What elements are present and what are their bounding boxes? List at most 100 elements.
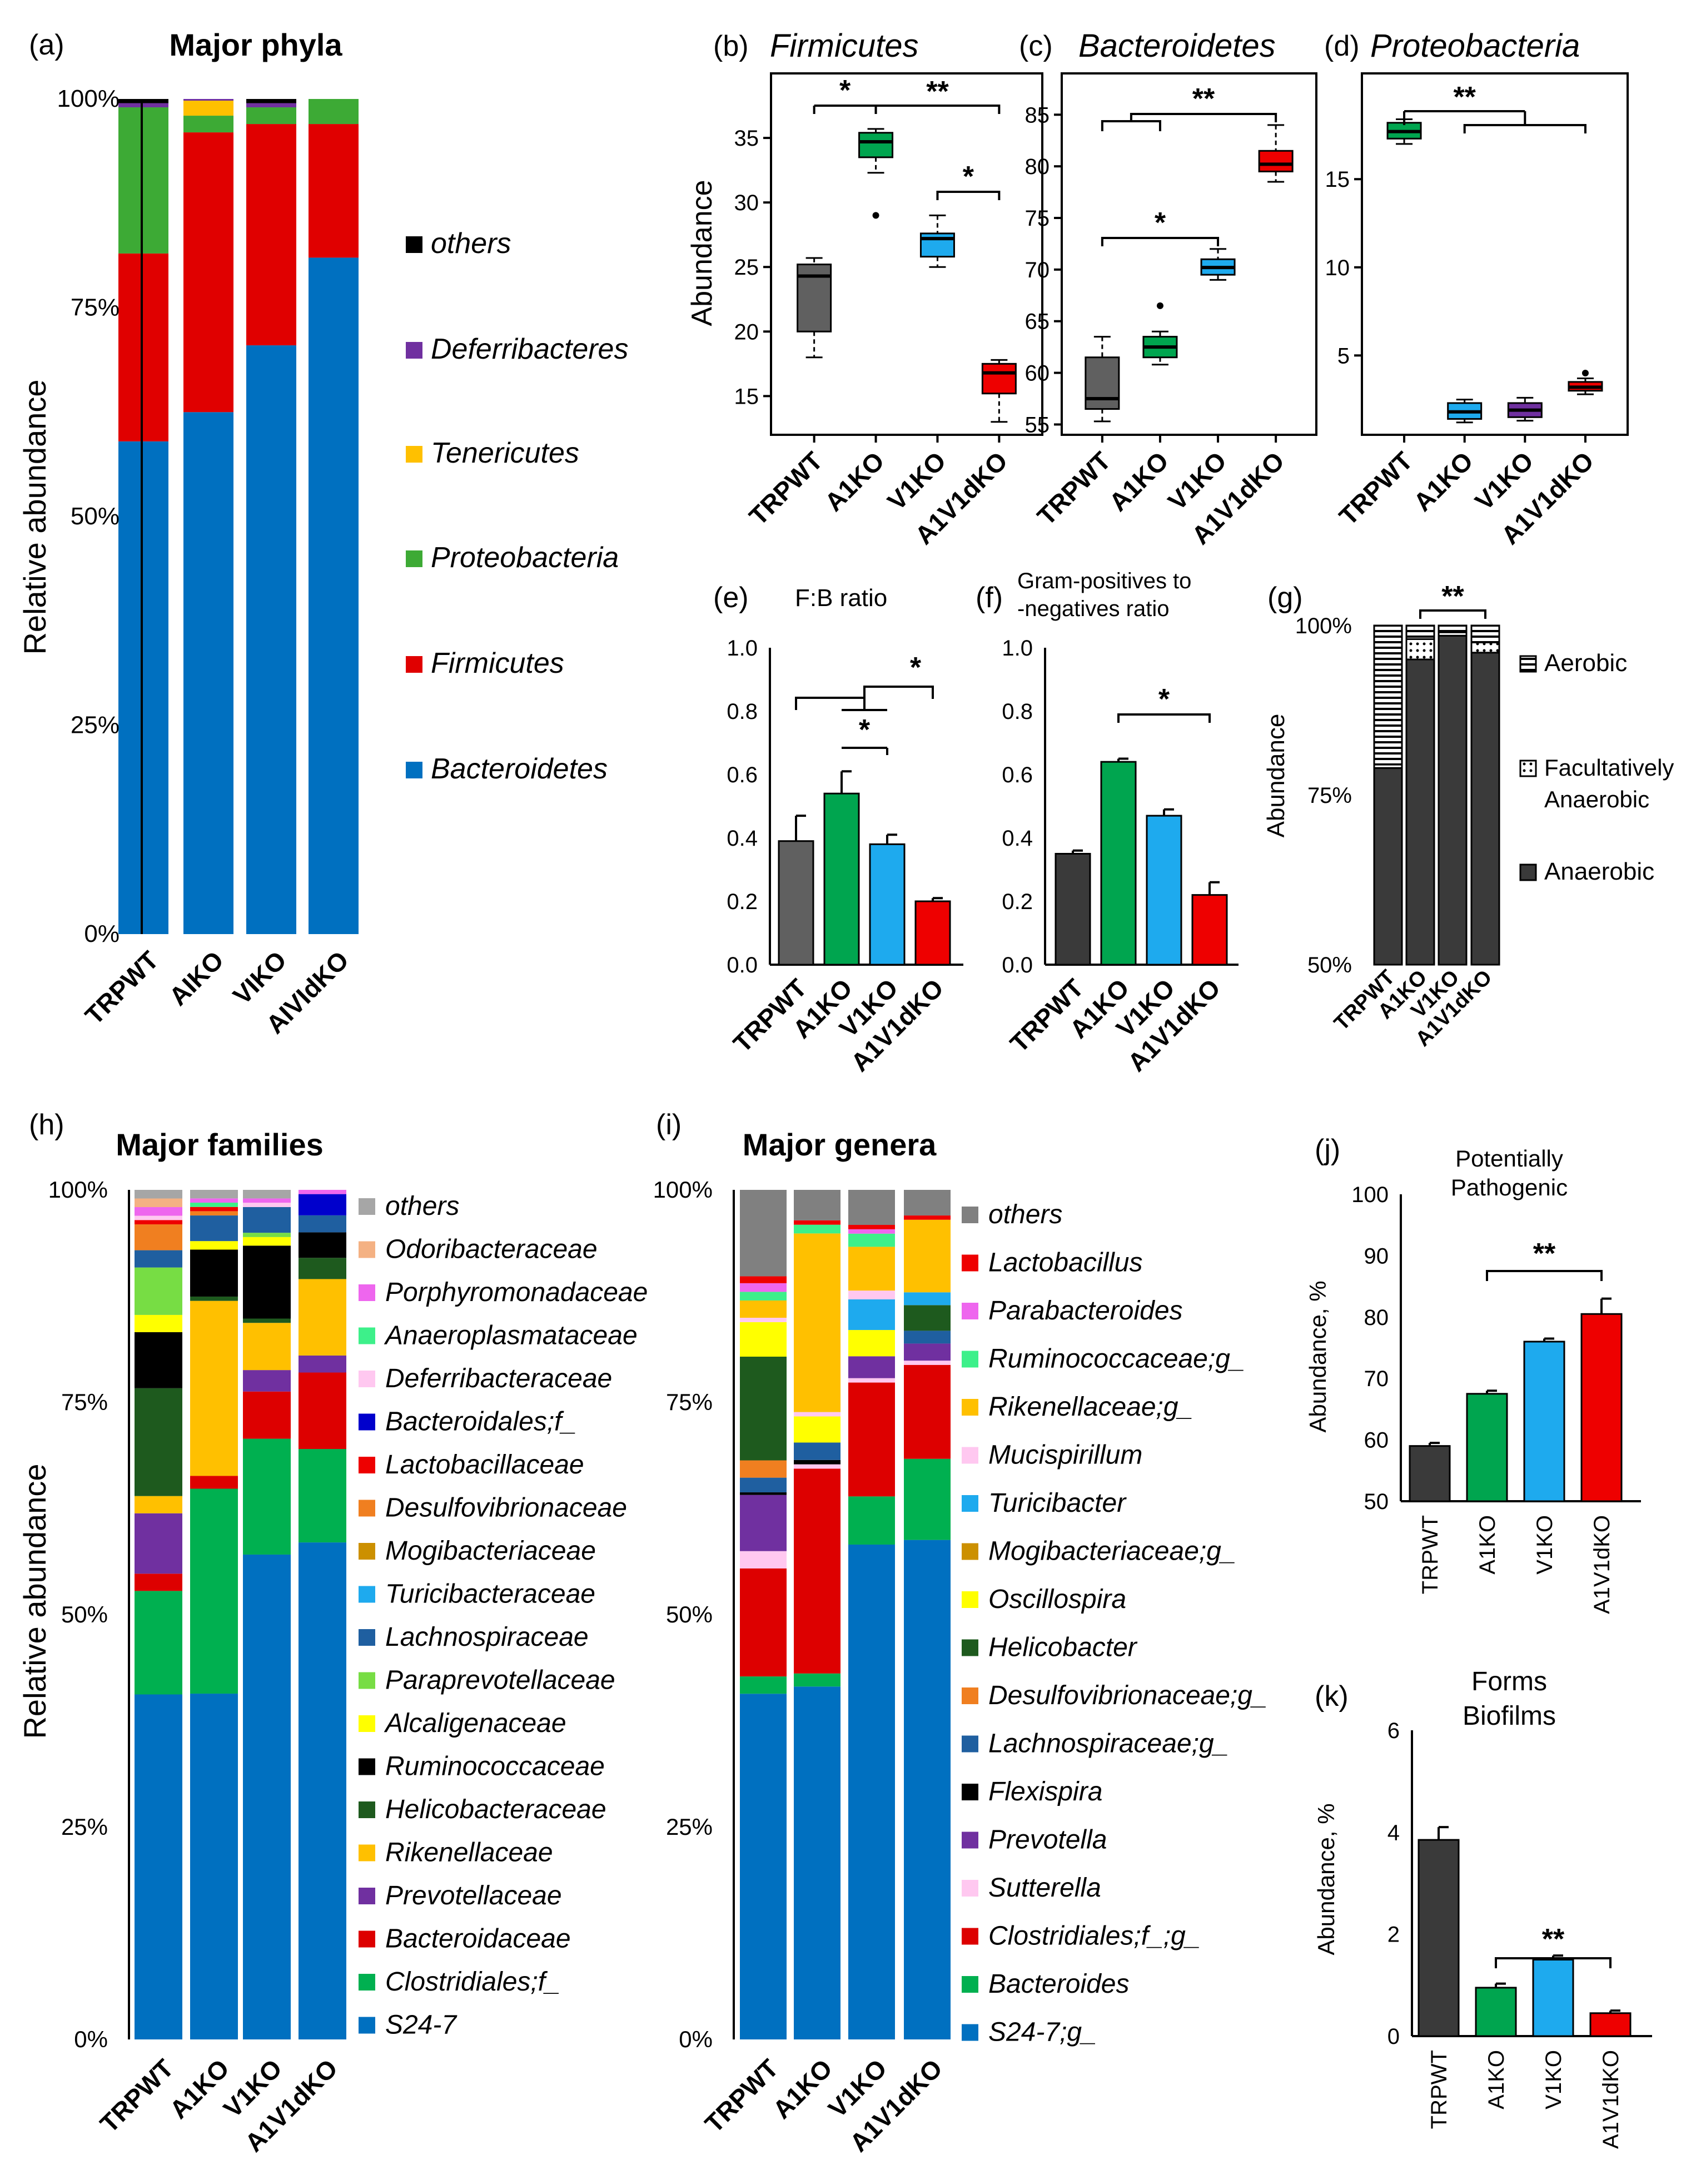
- outlier-b-1-0: [872, 212, 879, 219]
- legend-h-swatch-8: [359, 1543, 375, 1560]
- legend-h-14: Helicobacteraceae: [385, 1795, 606, 1824]
- legend-a-firmicutes: Firmicutes: [431, 647, 564, 679]
- legend-i-6: Turicibacter: [988, 1488, 1127, 1518]
- bar-i-V1KO-4: [848, 1247, 895, 1291]
- legend-i-16: Bacteroides: [988, 1969, 1129, 1999]
- bar-i-TRPWT-11: [740, 1477, 787, 1493]
- legend-i-swatch-14: [962, 1880, 978, 1897]
- bar-a-VIKO-others: [246, 99, 296, 103]
- legend-i-3: Ruminococcaceae;g_: [988, 1344, 1245, 1374]
- panel-h-title: Major families: [116, 1127, 323, 1162]
- bar-h-A1V1dKO-17: [299, 1372, 346, 1450]
- ytick-k-0: 0: [1387, 2024, 1400, 2049]
- sig-f-bracket-1: [1117, 713, 1211, 723]
- bar-a-AIKO-proteobacteria: [183, 116, 233, 133]
- bar-a-AIKO-bacteroidetes: [183, 412, 233, 934]
- plot-d-frame: [1361, 72, 1629, 436]
- panel-f-title-1: Gram-positives to: [1017, 569, 1191, 593]
- panel-a-ylabel: Relative abundance: [17, 379, 52, 654]
- sig-e-1: *: [910, 652, 922, 684]
- bar-i-A1V1dKO-16: [904, 1458, 951, 1540]
- legend-g-swatch-facultative: [1519, 760, 1537, 777]
- ytick-j-1: 60: [1364, 1428, 1389, 1453]
- legend-a-swatch-deferribacteres: [406, 342, 422, 359]
- legend-i-swatch-8: [962, 1591, 978, 1608]
- legend-a-bacteroidetes: Bacteroidetes: [431, 753, 608, 785]
- legend-g-aerobic: Aerobic: [1544, 649, 1627, 677]
- ytick-i-2: 50%: [666, 1601, 713, 1627]
- ytick-i-0: 0%: [679, 2026, 713, 2052]
- ytick-e-1: 0.2: [727, 890, 758, 914]
- bar-i-TRPWT-9: [740, 1357, 787, 1461]
- bar-a-AIVIdKO-proteobacteria: [309, 99, 359, 125]
- bar-e-A1KO: [823, 792, 860, 966]
- panel-h-ylabel: Relative abundance: [17, 1463, 52, 1739]
- legend-i-swatch-7: [962, 1543, 978, 1560]
- bar-h-A1V1dKO-2: [299, 1190, 346, 1194]
- bar-i-A1V1dKO-9: [904, 1305, 951, 1331]
- ytick-b-2: 25: [734, 255, 759, 280]
- plot-b-frame: [770, 72, 1043, 436]
- bar-h-TRPWT-10: [135, 1250, 182, 1268]
- bar-h-TRPWT-0: [135, 1190, 182, 1199]
- ytick-f-2: 0.4: [1002, 826, 1033, 851]
- ytick-h-1: 25%: [61, 1814, 108, 1840]
- sig-k-1: **: [1542, 1923, 1565, 1955]
- bar-i-TRPWT-5: [740, 1318, 787, 1322]
- ytick-b-0: 15: [734, 384, 759, 409]
- bar-h-TRPWT-4: [135, 1215, 182, 1220]
- bar-h-TRPWT-14: [135, 1388, 182, 1496]
- legend-a-swatch-firmicutes: [406, 656, 422, 673]
- bar-i-A1KO-8: [794, 1416, 840, 1443]
- legend-i-swatch-9: [962, 1639, 978, 1656]
- bar-h-TRPWT-2: [135, 1207, 182, 1216]
- bar-i-V1KO-0: [848, 1190, 895, 1225]
- sig-c-bracket-2: [1101, 237, 1220, 246]
- bar-i-TRPWT-14: [740, 1551, 787, 1568]
- legend-i-swatch-13: [962, 1831, 978, 1849]
- ytick-e-5: 1.0: [727, 636, 758, 661]
- bar-i-A1KO-14: [794, 1464, 840, 1469]
- bar-a-VIKO-deferribacteres: [246, 103, 296, 108]
- bar-i-A1KO-15: [794, 1468, 840, 1674]
- ytick-h-2: 50%: [61, 1601, 108, 1627]
- legend-g-facultative-2: Anaerobic: [1544, 786, 1649, 812]
- legend-i-swatch-0: [962, 1207, 978, 1223]
- legend-i-2: Parabacteroides: [988, 1296, 1183, 1326]
- bar-e-TRPWT: [778, 840, 814, 966]
- bar-h-V1KO-18: [243, 1438, 291, 1555]
- legend-h-swatch-10: [359, 1629, 375, 1646]
- legend-i-swatch-4: [962, 1399, 978, 1416]
- bar-h-A1KO-18: [190, 1488, 238, 1694]
- bar-i-A1V1dKO-13: [904, 1343, 951, 1361]
- box-c-A1V1dKO: [1258, 150, 1294, 172]
- bar-i-TRPWT-10: [740, 1460, 787, 1478]
- bar-e-V1KO: [869, 843, 906, 966]
- bar-i-A1V1dKO-17: [904, 1540, 951, 2039]
- sig-b-1: *: [839, 75, 851, 107]
- ytick-b-1: 20: [734, 320, 759, 344]
- ytick-b-4: 35: [734, 126, 759, 151]
- bar-h-V1KO-11: [243, 1233, 291, 1237]
- bar-h-V1KO-19: [243, 1554, 291, 2039]
- legend-i-swatch-3: [962, 1351, 978, 1368]
- sig-c-2: *: [1155, 207, 1166, 239]
- ytick-j-4: 90: [1364, 1244, 1389, 1268]
- box-c-TRPWT: [1085, 356, 1120, 410]
- bar-h-TRPWT-16: [135, 1513, 182, 1574]
- legend-h-swatch-7: [359, 1500, 375, 1517]
- bar-h-A1V1dKO-19: [299, 1542, 346, 2039]
- bar-a-TRPWT-others: [118, 99, 168, 103]
- panel-e-title: F:B ratio: [795, 584, 887, 612]
- legend-a-swatch-bacteroidetes: [406, 762, 422, 778]
- legend-h-17: Bacteroidaceae: [385, 1924, 571, 1954]
- outlier-d-3-0: [1581, 370, 1589, 377]
- tick-h-A1KO: A1KO: [164, 2053, 235, 2124]
- legend-h-swatch-9: [359, 1586, 375, 1603]
- sig-e-bracket-1a: [795, 697, 866, 710]
- legend-h-12: Alcaligenaceae: [384, 1709, 566, 1738]
- legend-h-swatch-4: [359, 1371, 375, 1387]
- legend-h-swatch-18: [359, 1974, 375, 1991]
- bar-a-VIKO-proteobacteria: [246, 107, 296, 125]
- panel-g-label: (g): [1267, 582, 1303, 614]
